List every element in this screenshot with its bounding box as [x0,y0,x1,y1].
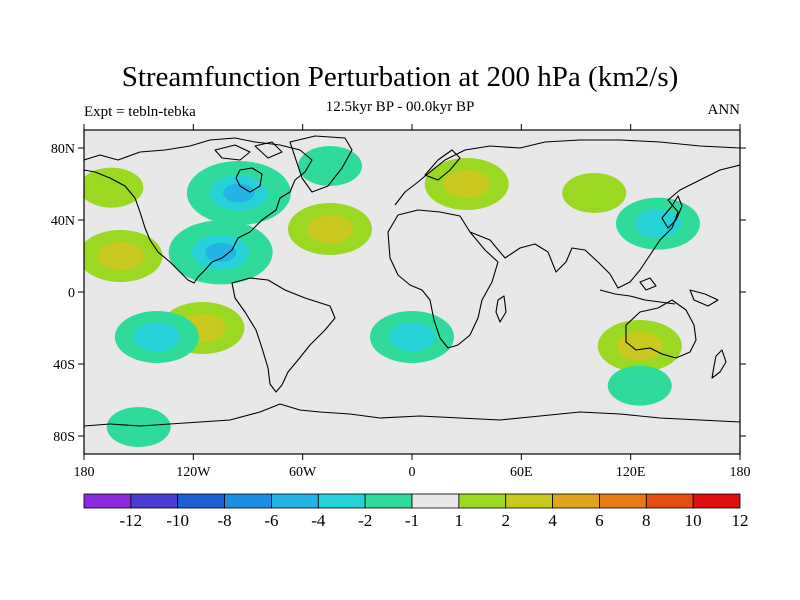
anomaly-outer [106,407,171,447]
colorbar-swatch [177,493,225,509]
colorbar-swatch [552,493,600,509]
coastlines [84,135,740,427]
x-tick-label: 0 [409,465,416,480]
x-tick-label: 180 [730,465,751,480]
colorbar-label: 4 [548,511,557,530]
coast-greenland [289,135,353,193]
y-tick-label: 80S [53,430,75,445]
colorbar-swatch [271,493,319,509]
anomaly-core [443,169,490,199]
colorbar-label: 6 [595,511,604,530]
colorbar-label: 2 [501,511,510,530]
anomaly-outer [562,173,627,213]
anomaly-peak [223,183,255,203]
y-tick-label: 0 [68,286,75,301]
colorbar-label: 1 [455,511,464,530]
colorbar-swatch [83,493,132,509]
coast-south-america [231,277,336,393]
coast-europe [394,139,740,206]
x-tick-label: 60W [289,465,317,480]
colorbar-swatch [458,493,507,509]
colorbar-label: -1 [405,511,419,530]
colorbar-label: -2 [358,511,372,530]
colorbar-swatch [599,493,647,509]
colorbar-label: -10 [166,511,189,530]
axis-ticks: 180 120W 60W 0 60E 120E 180 80N 40N 0 40S 80S [51,124,751,480]
coast-madagascar [495,295,507,323]
experiment-label: Expt = tebln-tebka [84,104,196,120]
chart-subtitle: 12.5kyr BP - 00.0kyr BP [325,99,475,115]
anomaly-core [306,214,354,244]
anomaly-outer [84,167,144,208]
y-tick-label: 80N [51,142,75,157]
anomaly-core [388,322,436,352]
y-tick-label: 40S [53,358,75,373]
anomaly-contours [84,146,700,447]
x-tick-label: 120W [176,465,211,480]
colorbar-label: -12 [120,511,143,530]
coast-indonesia [599,277,719,307]
anomaly-core [616,331,663,361]
coast-africa [387,209,499,349]
coast-new-zealand [711,349,727,379]
anomaly-core [133,322,180,352]
colorbar-swatch [130,493,179,509]
anomaly-outer [298,146,362,186]
colorbar-swatch [505,493,553,509]
coast-scandinavia [424,149,461,181]
chart-title: Streamfunction Perturbation at 200 hPa (… [121,61,679,93]
x-tick-label: 120E [616,465,646,480]
colorbar-label: -8 [217,511,231,530]
colorbar-swatch [645,493,694,509]
coast-australia [625,299,697,359]
colorbar-label: -4 [311,511,326,530]
coast-north-america [84,137,313,284]
anomaly-outer [607,365,672,406]
coast-arctic-islands [214,141,283,161]
x-tick-label: 180 [74,465,95,480]
colorbar: -12 -10 -8 -6 -4 -2 -1 1 2 4 6 8 10 12 [83,493,749,530]
colorbar-swatch [364,493,413,509]
coast-antarctica [84,403,740,427]
colorbar-label: 12 [732,511,749,530]
anomaly-peak [205,242,237,262]
colorbar-swatch [692,493,741,509]
season-label: ANN [707,102,741,118]
coast-japan [661,195,683,229]
colorbar-label: 10 [685,511,702,530]
x-tick-label: 60E [510,465,533,480]
colorbar-label: -6 [264,511,278,530]
colorbar-swatch [317,493,366,509]
colorbar-swatch [224,493,272,509]
y-tick-label: 40N [51,214,75,229]
colorbar-label: 8 [642,511,651,530]
coast-hudson-bay [235,167,263,193]
anomaly-core [97,241,144,271]
colorbar-swatch [411,493,460,509]
coast-arabia-india [469,164,740,289]
